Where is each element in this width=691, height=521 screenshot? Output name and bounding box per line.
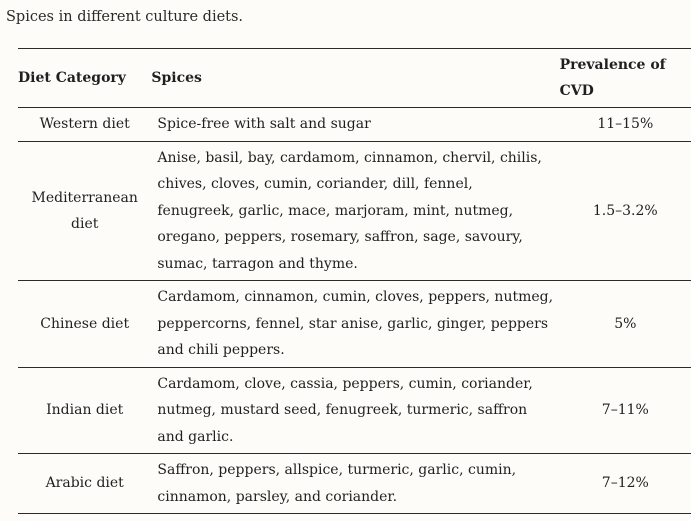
prevalence-cell: 1.5–3.2%	[592, 202, 658, 219]
spices-cell: Saffron, peppers, allspice, turmeric, ga…	[157, 462, 517, 505]
spices-cell: Anise, basil, bay, cardamom, cinnamon, c…	[157, 149, 542, 272]
diet-label: Chinese diet	[40, 315, 130, 332]
diet-label: Western diet	[39, 116, 130, 132]
header-prevalence: Prevalence of CVD	[559, 57, 666, 99]
prevalence-cell: 7–12%	[601, 475, 649, 492]
diet-cell: Mediterranean diet	[18, 141, 151, 281]
table-row: Arabic diet Saffron, peppers, allspice, …	[18, 454, 691, 514]
table-row: Chinese diet Cardamom, cinnamon, cumin, …	[18, 281, 691, 368]
table-caption: Spices in different culture diets.	[6, 9, 244, 25]
spices-cell: Cardamom, cinnamon, cumin, cloves, peppe…	[157, 289, 554, 358]
table-row: Mediterranean diet Anise, basil, bay, ca…	[18, 141, 691, 281]
header-diet-category: Diet Category	[18, 70, 126, 86]
table-row: Western diet Spice-free with salt and su…	[18, 108, 691, 142]
table-header: Diet Category Spices Prevalence of CVD	[18, 48, 691, 108]
table-body: Western diet Spice-free with salt and su…	[18, 108, 691, 514]
header-spices: Spices	[151, 70, 202, 86]
diet-cell: Western diet	[18, 108, 151, 142]
prevalence-cell: 5%	[614, 315, 637, 332]
spice-table: Diet Category Spices Prevalence of CVD W…	[18, 48, 691, 514]
diet-label: Mediterranean diet	[31, 189, 138, 232]
diet-cell: Indian diet	[18, 367, 151, 454]
diet-cell: Chinese diet	[18, 281, 151, 368]
header-row: Diet Category Spices Prevalence of CVD	[18, 48, 691, 108]
diet-label: Arabic diet	[45, 475, 124, 492]
table-row: Indian diet Cardamom, clove, cassia, pep…	[18, 367, 691, 454]
prevalence-cell: 11–15%	[597, 116, 654, 132]
spices-cell: Cardamom, clove, cassia, peppers, cumin,…	[157, 375, 533, 445]
diet-cell: Arabic diet	[18, 454, 151, 514]
prevalence-cell: 7–11%	[601, 402, 649, 418]
spices-cell: Spice-free with salt and sugar	[157, 116, 371, 132]
diet-label: Indian diet	[46, 402, 124, 418]
